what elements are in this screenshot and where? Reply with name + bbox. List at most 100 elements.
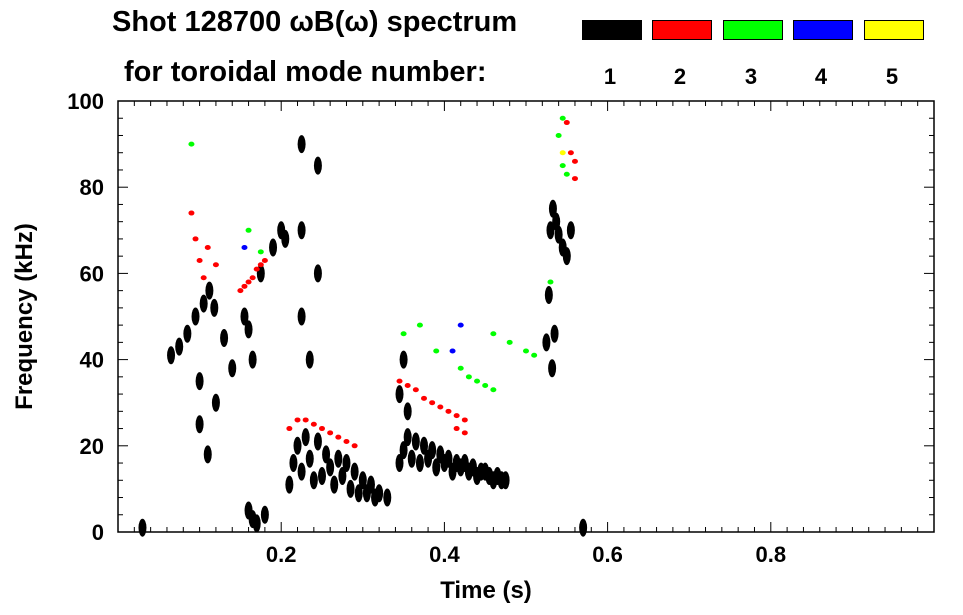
- data-point-n1: [167, 346, 176, 365]
- data-point-n3: [474, 378, 481, 384]
- data-point-n1: [375, 484, 384, 503]
- data-point-n1: [309, 471, 318, 490]
- data-point-n2: [257, 262, 264, 268]
- data-point-n1: [220, 329, 229, 348]
- data-point-n2: [294, 417, 301, 423]
- data-point-n3: [457, 365, 464, 371]
- data-point-n2: [241, 283, 248, 289]
- legend-label-2: 2: [673, 64, 687, 89]
- data-point-n2: [412, 387, 419, 393]
- data-point-n3: [506, 339, 513, 345]
- data-point-n1: [228, 359, 237, 378]
- data-point-n1: [399, 441, 408, 460]
- data-point-n1: [297, 221, 306, 240]
- data-point-n1: [542, 333, 551, 352]
- data-point-n3: [563, 171, 570, 177]
- data-point-n2: [327, 430, 334, 436]
- data-point-n1: [318, 466, 326, 485]
- data-point-n3: [555, 132, 562, 138]
- data-point-n1: [579, 518, 588, 537]
- data-point-n1: [403, 402, 412, 421]
- data-point-n2: [571, 158, 578, 164]
- data-point-n3: [416, 322, 423, 328]
- data-point-n1: [203, 445, 212, 464]
- data-point-n1: [395, 385, 404, 404]
- data-point-n2: [453, 426, 460, 432]
- y-tick-label: 40: [80, 348, 104, 373]
- data-point-n1: [240, 307, 249, 326]
- data-point-n2: [453, 413, 460, 419]
- data-point-n1: [244, 320, 253, 339]
- data-point-n2: [245, 279, 252, 285]
- data-point-n1: [289, 454, 298, 473]
- data-point-n1: [205, 281, 214, 300]
- data-point-n1: [322, 445, 331, 464]
- x-tick-label: 0.2: [266, 542, 297, 567]
- data-point-n2: [404, 382, 411, 388]
- data-point-n3: [490, 387, 497, 393]
- data-point-n1: [305, 449, 314, 468]
- data-point-n2: [188, 210, 195, 216]
- data-point-n1: [383, 488, 392, 507]
- y-axis-label: Frequency (kHz): [11, 223, 38, 410]
- data-point-n3: [531, 352, 538, 358]
- data-point-n1: [313, 432, 322, 451]
- data-point-n3: [559, 115, 566, 121]
- data-point-n1: [550, 324, 559, 343]
- data-point-n2: [563, 120, 570, 126]
- data-point-n1: [326, 458, 335, 477]
- legend-swatch-3: [723, 20, 783, 40]
- data-point-n3: [188, 141, 195, 147]
- data-point-n2: [212, 262, 219, 268]
- data-point-n1: [175, 337, 184, 356]
- y-tick-label: 0: [92, 520, 104, 545]
- legend-label-1: 1: [603, 64, 617, 89]
- data-point-n3: [465, 374, 472, 380]
- data-point-n1: [269, 238, 278, 257]
- y-tick-label: 60: [80, 261, 104, 286]
- data-point-n2: [253, 266, 260, 272]
- data-point-n1: [248, 350, 257, 369]
- legend-label-4: 4: [814, 64, 828, 89]
- data-point-n1: [199, 294, 208, 313]
- data-point-n2: [437, 404, 444, 410]
- data-point-n1: [195, 372, 204, 391]
- data-point-n1: [313, 264, 322, 283]
- data-point-n2: [196, 257, 203, 263]
- data-point-n2: [249, 275, 256, 281]
- data-point-n1: [338, 466, 347, 485]
- data-point-n1: [334, 449, 343, 468]
- x-tick-label: 0.8: [756, 542, 787, 567]
- data-point-n1: [548, 359, 557, 378]
- data-point-n1: [183, 324, 192, 343]
- data-point-n1: [301, 428, 310, 447]
- data-point-n3: [547, 279, 554, 285]
- data-point-n1: [403, 428, 412, 447]
- data-point-n4: [457, 322, 464, 328]
- data-point-n2: [396, 378, 403, 384]
- data-point-n1: [330, 475, 339, 494]
- data-point-n1: [211, 393, 220, 412]
- data-point-n2: [445, 408, 452, 414]
- data-point-n1: [366, 475, 375, 494]
- data-point-n1: [444, 449, 453, 468]
- data-point-n1: [415, 454, 424, 473]
- legend-swatch-5: [864, 20, 924, 40]
- data-point-n3: [257, 249, 264, 255]
- data-point-n1: [358, 471, 367, 490]
- data-point-n4: [241, 245, 248, 251]
- data-point-n1: [210, 298, 219, 317]
- data-point-n2: [310, 421, 317, 427]
- data-point-n1: [399, 350, 408, 369]
- data-point-n2: [200, 275, 207, 281]
- data-point-n3: [523, 348, 529, 354]
- data-point-n1: [350, 462, 359, 481]
- data-point-n1: [297, 462, 306, 481]
- data-point-n1: [195, 415, 204, 434]
- data-point-n1: [342, 454, 351, 473]
- y-tick-label: 20: [80, 434, 104, 459]
- data-point-n3: [245, 227, 252, 233]
- data-point-n1: [313, 156, 322, 175]
- data-point-n1: [562, 247, 571, 266]
- data-point-n1: [554, 225, 563, 244]
